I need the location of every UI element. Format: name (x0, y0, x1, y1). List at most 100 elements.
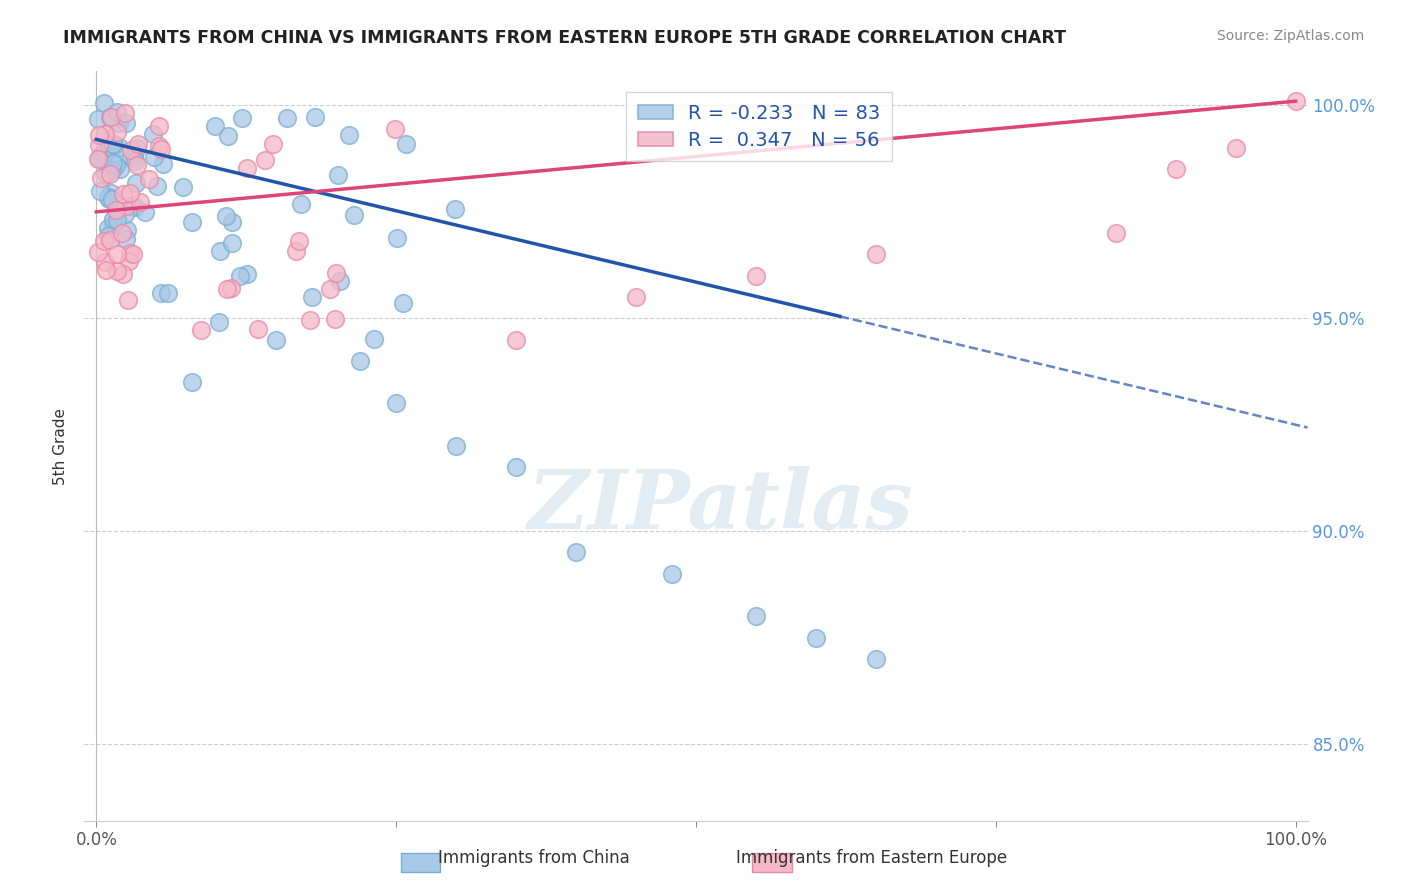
Text: ZIPatlas: ZIPatlas (527, 466, 912, 546)
Point (215, 209, 238, 223)
Point (236, 161, 259, 175)
Point (120, 150, 142, 164)
Point (342, 208, 364, 222)
Point (142, 151, 165, 165)
Point (105, 263, 128, 277)
Point (148, 138, 170, 153)
Point (103, 212, 125, 227)
Point (87, 137, 110, 152)
Point (1105, 226, 1128, 240)
Point (115, 199, 138, 213)
Point (121, 247, 143, 261)
Point (304, 110, 326, 124)
Point (148, 119, 170, 133)
Text: Immigrants from China: Immigrants from China (439, 849, 630, 867)
Point (91, 153, 114, 167)
Point (101, 137, 124, 152)
Point (505, 460, 527, 475)
Point (93, 234, 115, 248)
Point (391, 296, 413, 310)
Point (129, 194, 152, 209)
Point (325, 266, 347, 280)
Point (276, 111, 298, 125)
Legend: R = -0.233   N = 83, R =  0.347   N = 56: R = -0.233 N = 83, R = 0.347 N = 56 (626, 92, 893, 161)
Point (149, 142, 172, 156)
Point (138, 172, 160, 186)
Point (745, 609, 768, 624)
Point (115, 232, 138, 246)
Point (114, 207, 136, 221)
Point (105, 247, 128, 261)
Point (124, 154, 146, 169)
Point (328, 168, 350, 182)
Point (181, 375, 204, 389)
Point (384, 122, 406, 136)
Point (134, 205, 156, 219)
Point (97, 221, 120, 235)
Point (624, 290, 647, 304)
Point (89, 128, 111, 142)
Point (319, 282, 342, 296)
Point (443, 202, 465, 216)
Point (804, 631, 827, 645)
Point (87, 152, 110, 166)
Point (118, 186, 141, 201)
Point (100, 110, 122, 124)
Point (298, 313, 321, 327)
Point (105, 125, 128, 139)
Point (110, 161, 132, 176)
Point (103, 156, 125, 170)
Point (287, 234, 309, 248)
Point (101, 192, 124, 206)
Point (97, 228, 120, 243)
Point (98, 233, 121, 247)
Point (125, 140, 148, 154)
Point (114, 106, 136, 120)
Point (90, 170, 112, 185)
Point (156, 286, 179, 301)
Point (111, 226, 134, 240)
Point (215, 282, 238, 296)
Point (207, 315, 229, 329)
Point (385, 231, 408, 245)
Point (865, 652, 887, 666)
Point (89, 151, 111, 165)
Text: Immigrants from Eastern Europe: Immigrants from Eastern Europe (737, 849, 1007, 867)
Point (1225, 141, 1247, 155)
Point (117, 293, 139, 307)
Point (263, 137, 285, 152)
Point (152, 157, 174, 171)
Point (127, 137, 149, 152)
Point (87, 112, 110, 126)
Point (246, 322, 269, 336)
Point (93, 146, 115, 161)
Point (181, 215, 204, 229)
Point (96, 263, 118, 277)
Point (145, 178, 167, 193)
Point (329, 275, 352, 289)
Point (118, 246, 141, 260)
Point (221, 215, 243, 229)
Point (108, 140, 131, 154)
Point (124, 148, 146, 162)
Point (217, 129, 239, 144)
Point (111, 268, 134, 282)
Point (101, 218, 124, 232)
Point (221, 235, 243, 250)
Point (231, 111, 253, 125)
Point (97, 190, 120, 204)
Point (111, 187, 134, 202)
Point (1164, 162, 1187, 177)
Point (219, 281, 242, 295)
Point (204, 119, 226, 133)
Point (98, 167, 121, 181)
Point (96, 133, 118, 147)
Point (89, 185, 111, 199)
Point (301, 290, 323, 304)
Point (149, 285, 172, 300)
Point (363, 332, 385, 346)
Point (385, 396, 408, 410)
Point (94, 127, 117, 141)
Point (444, 439, 467, 453)
Point (661, 566, 683, 581)
